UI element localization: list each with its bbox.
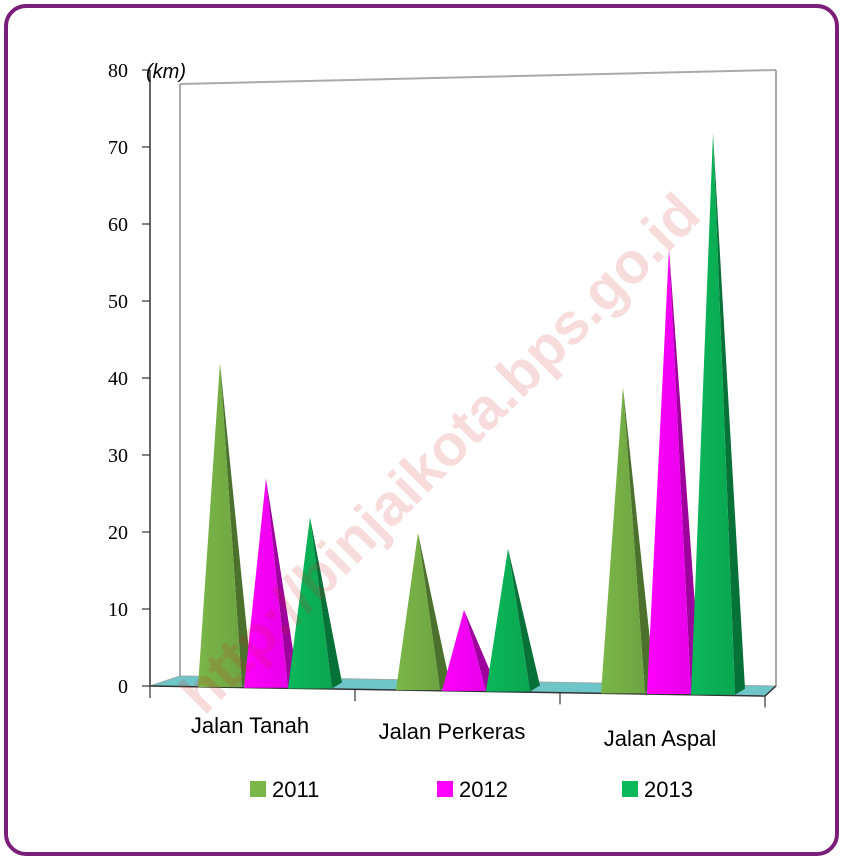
category-labels: Jalan Tanah Jalan Perkeras Jalan Aspal — [191, 713, 716, 751]
bar-front-face — [486, 548, 530, 692]
bar-front-face — [647, 248, 691, 695]
legend-label-2013: 2013 — [644, 777, 693, 802]
bar-side-face — [464, 609, 496, 691]
y-tick-label: 40 — [108, 368, 128, 390]
y-tick-label: 10 — [108, 599, 128, 621]
bar-side-face — [623, 387, 655, 694]
y-tick-label: 0 — [118, 676, 128, 698]
bar-2011-jalan-aspal — [601, 387, 655, 694]
y-axis: 0 10 20 30 40 50 60 70 80 — [108, 60, 151, 698]
bar-front-face — [244, 478, 288, 688]
bar-2011-jalan-perkeras — [396, 532, 450, 691]
bar-2013-jalan-tanah — [288, 517, 342, 689]
bar-side-face — [508, 548, 540, 692]
y-tick-label: 80 — [108, 60, 128, 82]
category-label: Jalan Perkeras — [379, 719, 526, 744]
bar-2012-jalan-perkeras — [442, 609, 496, 691]
bar-front-face — [691, 133, 735, 695]
bar-2012-jalan-tanah — [244, 478, 298, 688]
bar-2011-jalan-tanah — [198, 362, 252, 688]
floor-right-edge — [764, 685, 777, 697]
bar-front-face — [288, 517, 332, 689]
chart-frame — [4, 4, 839, 856]
y-tick-label: 70 — [108, 137, 128, 159]
legend-swatch-2012 — [437, 781, 453, 797]
bar-front-face — [442, 609, 486, 691]
legend: 2011 2012 2013 — [250, 777, 693, 802]
bar-front-face — [198, 362, 242, 688]
bar-side-face — [669, 248, 701, 695]
legend-label-2011: 2011 — [272, 777, 319, 802]
bar-side-face — [418, 532, 450, 691]
legend-label-2012: 2012 — [459, 777, 508, 802]
y-tick-label: 60 — [108, 214, 128, 236]
bar-side-face — [713, 133, 745, 695]
legend-swatch-2011 — [250, 781, 266, 797]
bars — [198, 133, 745, 695]
y-tick-label: 30 — [108, 445, 128, 467]
category-label: Jalan Aspal — [604, 726, 717, 751]
y-tick-label: 20 — [108, 522, 128, 544]
bar-2013-jalan-perkeras — [486, 548, 540, 692]
bar-side-face — [266, 478, 298, 688]
category-label: Jalan Tanah — [191, 713, 309, 738]
bar-2013-jalan-aspal — [691, 133, 745, 695]
bar-side-face — [220, 362, 252, 688]
bar-side-face — [310, 517, 342, 689]
back-wall-top-edge — [179, 69, 777, 85]
bar-front-face — [601, 387, 645, 694]
bar-front-face — [396, 532, 440, 691]
y-tick-label: 50 — [108, 291, 128, 313]
y-axis-unit: (km) — [146, 61, 186, 83]
bar-2012-jalan-aspal — [647, 248, 701, 695]
legend-swatch-2013 — [622, 781, 638, 797]
